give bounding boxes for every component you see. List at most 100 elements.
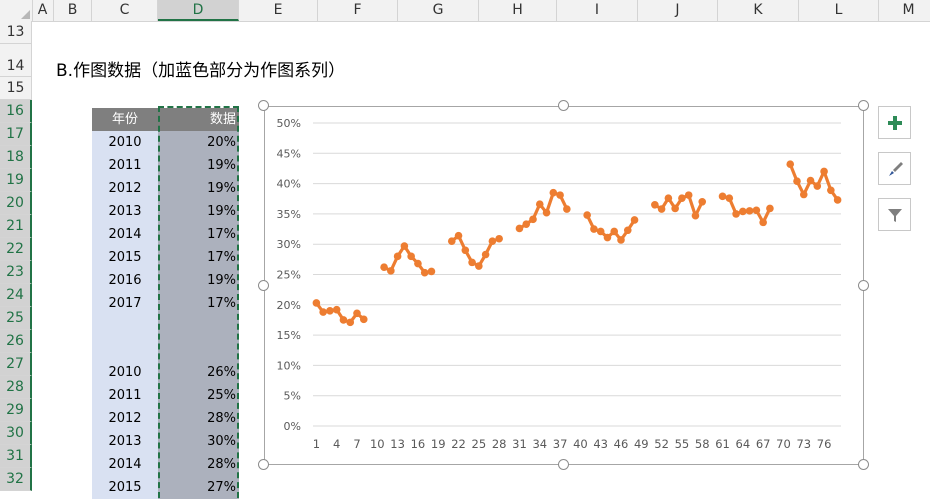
column-header-l[interactable]: L <box>799 0 879 21</box>
year-cell[interactable]: 2017 <box>92 292 158 315</box>
chart-elements-button[interactable] <box>878 106 911 139</box>
row-header-29[interactable]: 29 <box>0 399 32 422</box>
column-header-k[interactable]: K <box>718 0 799 21</box>
row-header-27[interactable]: 27 <box>0 353 32 376</box>
chart-styles-button[interactable] <box>878 152 911 185</box>
year-cell[interactable] <box>92 338 158 361</box>
year-cell[interactable]: 2012 <box>92 407 158 430</box>
data-point <box>420 268 429 277</box>
row-header-15[interactable]: 15 <box>0 77 32 100</box>
row-header-18[interactable]: 18 <box>0 146 32 169</box>
year-cell[interactable]: 2011 <box>92 384 158 407</box>
value-cell[interactable]: 28% <box>158 407 239 430</box>
chart-resize-handle-e[interactable] <box>858 280 869 291</box>
row-header-20[interactable]: 20 <box>0 192 32 215</box>
data-point <box>454 231 463 240</box>
x-tick-label: 19 <box>431 437 446 451</box>
value-cell[interactable] <box>158 338 239 361</box>
value-cell[interactable]: 17% <box>158 223 239 246</box>
row-header-24[interactable]: 24 <box>0 284 32 307</box>
year-cell[interactable]: 2012 <box>92 177 158 200</box>
chart-resize-handle-sw[interactable] <box>258 459 269 470</box>
year-cell[interactable]: 2013 <box>92 200 158 223</box>
column-header-g[interactable]: G <box>398 0 479 21</box>
year-cell[interactable]: 2010 <box>92 131 158 154</box>
column-header-h[interactable]: H <box>479 0 557 21</box>
row-header-16[interactable]: 16 <box>0 100 32 123</box>
data-point <box>806 176 815 185</box>
row-header-23[interactable]: 23 <box>0 261 32 284</box>
chart-filters-button[interactable] <box>878 198 911 231</box>
year-cell[interactable]: 2014 <box>92 453 158 476</box>
y-tick-label: 35% <box>277 208 301 221</box>
column-header-e[interactable]: E <box>239 0 318 21</box>
year-cell[interactable]: 2013 <box>92 430 158 453</box>
data-point <box>495 234 503 243</box>
column-header-j[interactable]: J <box>638 0 718 21</box>
row-header-17[interactable]: 17 <box>0 123 32 146</box>
row-header-21[interactable]: 21 <box>0 215 32 238</box>
chart-resize-handle-n[interactable] <box>558 100 569 111</box>
year-cell[interactable] <box>92 315 158 338</box>
x-tick-label: 22 <box>451 437 466 451</box>
chart-resize-handle-nw[interactable] <box>258 100 269 111</box>
x-tick-label: 13 <box>390 437 405 451</box>
row-header-14[interactable]: 14 <box>0 44 32 77</box>
data-point <box>549 188 558 197</box>
chart-resize-handle-s[interactable] <box>558 459 569 470</box>
column-header-b[interactable]: B <box>54 0 92 21</box>
row-header-26[interactable]: 26 <box>0 330 32 353</box>
select-all-corner[interactable] <box>0 0 33 21</box>
value-cell[interactable]: 19% <box>158 177 239 200</box>
year-cell[interactable]: 2014 <box>92 223 158 246</box>
row-header-28[interactable]: 28 <box>0 376 32 399</box>
row-header-19[interactable]: 19 <box>0 169 32 192</box>
row-header-32[interactable]: 32 <box>0 468 32 491</box>
section-title: B.作图数据（加蓝色部分为作图系列） <box>56 61 346 81</box>
data-point <box>353 309 361 318</box>
chart-resize-handle-ne[interactable] <box>858 100 869 111</box>
chart-resize-handle-se[interactable] <box>858 459 869 470</box>
value-cell[interactable]: 17% <box>158 292 239 315</box>
year-cell[interactable]: 2010 <box>92 361 158 384</box>
row-header-22[interactable]: 22 <box>0 238 32 261</box>
row-header-31[interactable]: 31 <box>0 445 32 468</box>
value-cell[interactable]: 19% <box>158 269 239 292</box>
year-cell[interactable]: 2011 <box>92 154 158 177</box>
column-header-m[interactable]: M <box>879 0 930 21</box>
year-cell[interactable]: 2015 <box>92 476 158 499</box>
column-header-c[interactable]: C <box>92 0 158 21</box>
x-tick-label: 73 <box>796 437 811 451</box>
year-cell[interactable]: 2016 <box>92 269 158 292</box>
column-header-f[interactable]: F <box>318 0 398 21</box>
value-cell[interactable]: 28% <box>158 453 239 476</box>
data-point <box>617 236 625 244</box>
column-header-d[interactable]: D <box>158 0 239 21</box>
y-tick-label: 45% <box>277 147 301 160</box>
line-chart[interactable]: 50% 45% 40% 35% 30% 25% 20% 15% 10% 5% 0% 1 4 7 10 13 16… <box>264 106 864 465</box>
header-cell-value[interactable]: 数据 <box>158 108 239 131</box>
data-point <box>414 259 422 268</box>
column-header-a[interactable]: A <box>32 0 54 21</box>
value-cell[interactable]: 19% <box>158 154 239 177</box>
row-header-13[interactable]: 13 <box>0 21 32 44</box>
row-header-25[interactable]: 25 <box>0 307 32 330</box>
value-cell[interactable]: 25% <box>158 384 239 407</box>
value-cell[interactable]: 20% <box>158 131 239 154</box>
data-point <box>799 190 808 199</box>
x-tick-label: 67 <box>756 437 771 451</box>
x-tick-label: 25 <box>472 437 487 451</box>
chart-resize-handle-w[interactable] <box>258 280 269 291</box>
value-cell[interactable]: 27% <box>158 476 239 499</box>
row-header-30[interactable]: 30 <box>0 422 32 445</box>
header-cell-year[interactable]: 年份 <box>92 108 158 131</box>
column-header-i[interactable]: I <box>557 0 638 21</box>
value-cell[interactable] <box>158 315 239 338</box>
x-tick-label: 7 <box>353 437 360 451</box>
value-cell[interactable]: 19% <box>158 200 239 223</box>
value-cell[interactable]: 26% <box>158 361 239 384</box>
chart-plot-area: 50% 45% 40% 35% 30% 25% 20% 15% 10% 5% 0% 1 4 7 10 13 16… <box>277 117 842 451</box>
value-cell[interactable]: 30% <box>158 430 239 453</box>
value-cell[interactable]: 17% <box>158 246 239 269</box>
year-cell[interactable]: 2015 <box>92 246 158 269</box>
